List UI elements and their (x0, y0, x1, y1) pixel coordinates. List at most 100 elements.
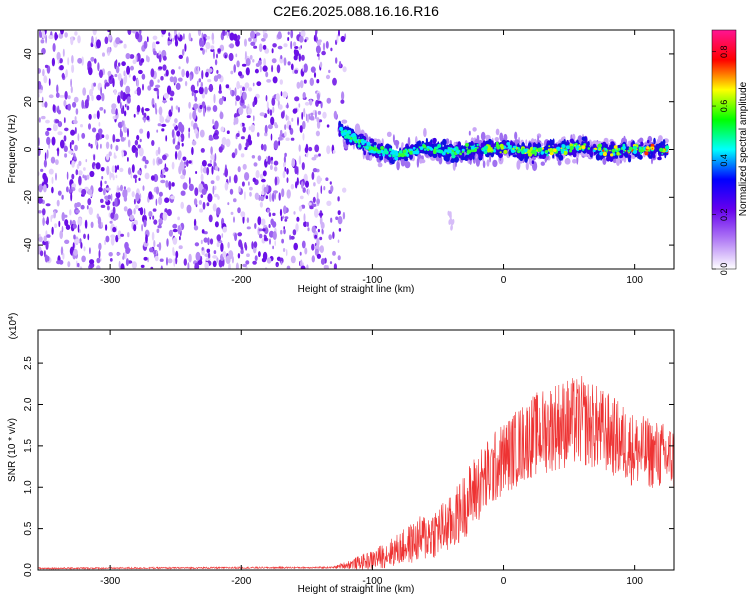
noise-speck (237, 207, 241, 214)
noise-speck (71, 64, 75, 73)
noise-speck (188, 131, 191, 139)
noise-speck (146, 130, 150, 139)
noise-speck (165, 180, 169, 188)
noise-speck (251, 155, 256, 159)
noise-speck (194, 262, 200, 269)
noise-speck (165, 135, 168, 142)
signal-peak (560, 147, 563, 150)
noise-speck (289, 234, 292, 241)
noise-speck (245, 67, 250, 76)
noise-speck (169, 76, 174, 83)
noise-speck (330, 217, 333, 223)
noise-speck (233, 117, 237, 123)
noise-speck (328, 234, 333, 241)
noise-speck (302, 120, 306, 130)
noise-speck (251, 241, 254, 250)
noise-speck (233, 198, 237, 203)
noise-speck (233, 216, 235, 223)
noise-speck (134, 178, 137, 184)
noise-speck (100, 86, 102, 96)
noise-speck (55, 159, 59, 166)
signal-peak (459, 152, 462, 156)
noise-speck (46, 149, 49, 159)
noise-speck (239, 85, 243, 89)
noise-speck (64, 32, 68, 38)
noise-speck (317, 110, 322, 115)
noise-speck (63, 117, 66, 124)
noise-speck (314, 144, 320, 153)
noise-speck (131, 164, 135, 173)
signal-core (648, 155, 653, 159)
signal-peak (545, 149, 549, 153)
noise-speck (222, 30, 225, 36)
noise-speck (214, 221, 219, 228)
signal-peak (355, 141, 358, 143)
noise-speck (213, 50, 215, 60)
signal-peak (494, 146, 497, 149)
signal-peak (394, 152, 396, 155)
noise-speck (154, 255, 159, 262)
noise-speck (268, 212, 272, 217)
noise-speck (217, 195, 220, 200)
noise-speck (74, 127, 77, 135)
signal-core (650, 150, 653, 156)
noise-speck (244, 82, 250, 89)
noise-speck (256, 132, 260, 137)
noise-speck (106, 153, 110, 161)
noise-speck (157, 146, 161, 155)
noise-speck (183, 161, 187, 166)
noise-speck (296, 216, 300, 222)
noise-speck (242, 126, 246, 133)
noise-speck (88, 67, 93, 76)
noise-speck (155, 84, 161, 89)
noise-speck (52, 104, 56, 112)
noise-speck (219, 111, 224, 120)
signal-halo (420, 159, 426, 164)
noise-speck (111, 107, 116, 115)
noise-speck (208, 137, 214, 141)
signal-halo (377, 162, 383, 168)
signal-peak (491, 150, 494, 153)
noise-speck (162, 55, 167, 61)
noise-speck (53, 210, 56, 219)
noise-speck (279, 208, 283, 217)
noise-speck (281, 238, 284, 244)
noise-speck (177, 225, 181, 235)
noise-speck (282, 171, 286, 179)
noise-speck (259, 65, 262, 73)
noise-speck (121, 61, 126, 67)
signal-peak (343, 132, 347, 136)
noise-speck (283, 155, 286, 163)
x-tick-label: -100 (362, 576, 382, 587)
noise-speck (188, 253, 192, 263)
noise-speck (188, 160, 192, 164)
noise-speck (77, 262, 80, 268)
noise-speck (263, 144, 267, 152)
signal-peak (560, 148, 564, 152)
signal-peak (650, 146, 653, 149)
noise-speck (117, 230, 122, 240)
noise-speck (111, 165, 116, 173)
signal-peak (622, 145, 626, 150)
noise-speck (214, 120, 219, 130)
noise-speck (171, 129, 175, 139)
noise-speck (234, 232, 238, 242)
noise-speck (208, 68, 213, 73)
noise-speck (202, 48, 205, 55)
noise-speck (319, 245, 324, 254)
noise-speck (101, 176, 104, 180)
noise-speck (93, 113, 97, 119)
signal-peak (366, 146, 369, 150)
noise-speck (127, 128, 129, 138)
noise-speck (214, 59, 218, 66)
noise-speck (41, 30, 46, 39)
noise-speck (253, 115, 255, 122)
y-tick-label: 2.5 (23, 356, 34, 370)
noise-speck (245, 260, 250, 265)
noise-speck (179, 236, 181, 241)
noise-speck (295, 223, 299, 232)
noise-speck (309, 205, 314, 210)
noise-speck (316, 253, 321, 259)
noise-speck (104, 180, 107, 184)
signal-peak (451, 154, 456, 159)
